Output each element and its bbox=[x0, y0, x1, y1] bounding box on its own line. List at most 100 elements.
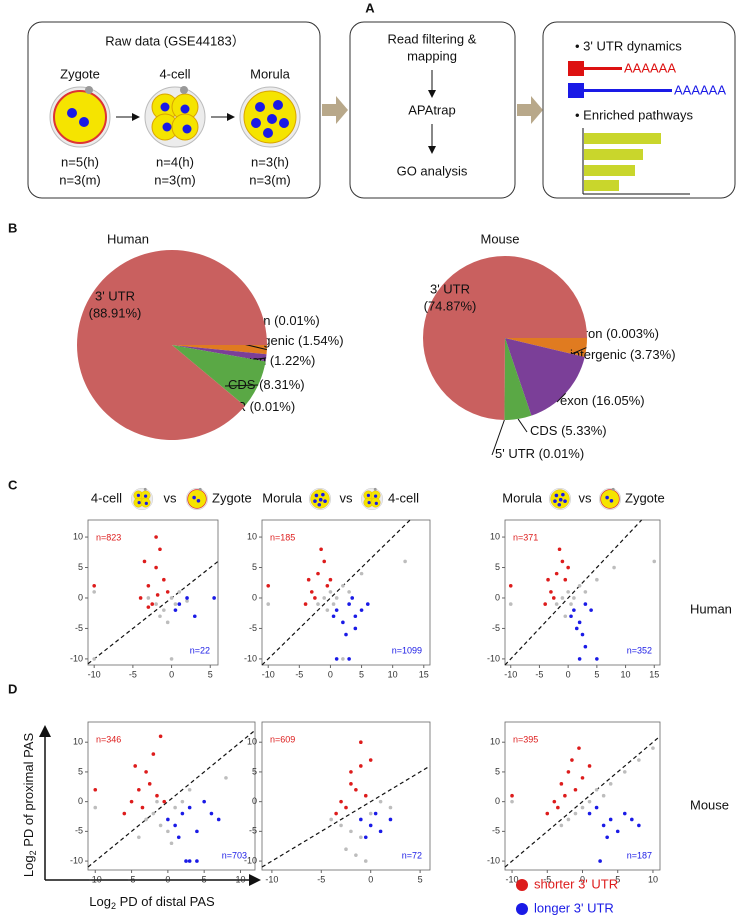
label: Raw data (GSE44183） bbox=[105, 33, 244, 48]
pie-slice bbox=[504, 338, 532, 420]
x-tick-label: -5 bbox=[317, 874, 325, 884]
point bbox=[363, 835, 368, 840]
point bbox=[359, 835, 363, 840]
label: D bbox=[8, 681, 17, 696]
point bbox=[608, 817, 613, 822]
slice-value-label: (0.01%) bbox=[250, 399, 296, 414]
leader-line bbox=[224, 384, 259, 387]
point bbox=[347, 602, 351, 606]
x-tick-label: 0 bbox=[368, 874, 373, 884]
point bbox=[630, 817, 634, 822]
point bbox=[162, 608, 166, 612]
point bbox=[309, 590, 314, 594]
point bbox=[155, 593, 160, 597]
x-tick-label: -5 bbox=[543, 874, 551, 884]
label: n=3(h) bbox=[251, 154, 289, 169]
point bbox=[595, 577, 599, 582]
label: 4-cell bbox=[159, 66, 190, 81]
label: n=4(h) bbox=[156, 154, 194, 169]
legend-label: longer 3' UTR bbox=[534, 900, 614, 915]
point bbox=[147, 782, 152, 786]
pie-slice bbox=[172, 345, 266, 406]
point bbox=[173, 608, 178, 612]
y-tick-label: -5 bbox=[249, 826, 257, 836]
slice-label: exon (16.05%) bbox=[560, 393, 645, 408]
plot-title: vs bbox=[340, 490, 354, 505]
slice-name: exon bbox=[560, 393, 588, 408]
point bbox=[580, 776, 585, 780]
point bbox=[353, 614, 358, 619]
n-label: n=823 bbox=[96, 532, 121, 542]
point bbox=[162, 799, 167, 804]
y-tick-label: 10 bbox=[247, 737, 257, 747]
pie-title: Mouse bbox=[480, 231, 519, 246]
point bbox=[350, 596, 355, 600]
slice-label: 3' UTR bbox=[430, 281, 470, 296]
point bbox=[92, 657, 96, 661]
pathway-bar bbox=[584, 165, 635, 176]
n-label: n=609 bbox=[270, 734, 295, 744]
point bbox=[349, 782, 353, 786]
point bbox=[129, 799, 134, 804]
point bbox=[140, 805, 145, 810]
point bbox=[185, 596, 189, 600]
label: AAAAAA bbox=[674, 82, 726, 97]
slice-label: CDS (8.31%) bbox=[228, 377, 305, 392]
point bbox=[339, 799, 343, 804]
slice-value-label: (0.01%) bbox=[539, 446, 585, 461]
point bbox=[322, 559, 327, 564]
plot-frame bbox=[261, 519, 431, 666]
point bbox=[601, 793, 606, 798]
plot-title: vs bbox=[579, 490, 593, 505]
cell-icon bbox=[49, 85, 111, 148]
point bbox=[583, 644, 588, 649]
diagonal bbox=[261, 765, 431, 868]
x-axis-label: Log2 PD of distal PAS bbox=[89, 894, 215, 911]
point bbox=[598, 859, 602, 863]
x-tick-label: -10 bbox=[88, 669, 101, 679]
point bbox=[328, 577, 333, 582]
x-tick-label: -10 bbox=[89, 874, 102, 884]
point bbox=[560, 596, 565, 600]
point bbox=[266, 583, 271, 588]
x-tick-label: 5 bbox=[418, 874, 423, 884]
y-tick-label: 10 bbox=[490, 531, 500, 541]
point bbox=[162, 577, 166, 582]
cell-icon bbox=[131, 487, 153, 510]
plot-title: Zygote bbox=[625, 490, 665, 505]
slice-value-label: (1.22%) bbox=[270, 353, 316, 368]
point bbox=[169, 596, 174, 600]
point bbox=[637, 758, 641, 762]
cell-icon bbox=[309, 488, 331, 510]
point bbox=[566, 565, 570, 570]
point bbox=[354, 853, 358, 857]
point bbox=[344, 632, 348, 637]
point bbox=[388, 805, 393, 810]
point bbox=[566, 770, 571, 774]
x-tick-label: 10 bbox=[648, 874, 658, 884]
x-tick-label: 15 bbox=[649, 669, 659, 679]
slice-value-label: (3.73%) bbox=[630, 347, 676, 362]
point bbox=[151, 752, 156, 756]
x-tick-label: 5 bbox=[202, 874, 207, 884]
pie-slice bbox=[172, 345, 267, 355]
pie-slice bbox=[423, 256, 587, 420]
point bbox=[158, 823, 163, 828]
point bbox=[587, 811, 592, 816]
pathway-bar bbox=[584, 180, 619, 191]
point bbox=[347, 590, 351, 594]
point bbox=[313, 596, 317, 600]
point bbox=[622, 811, 627, 816]
n-label: n=1099 bbox=[392, 645, 422, 655]
point bbox=[551, 596, 556, 600]
point bbox=[563, 577, 568, 582]
point bbox=[545, 811, 550, 816]
x-tick-label: 5 bbox=[359, 669, 364, 679]
point bbox=[403, 559, 407, 564]
slice-value-label: (16.05%) bbox=[592, 393, 645, 408]
cell-icon bbox=[361, 487, 383, 510]
point bbox=[554, 602, 559, 606]
point bbox=[184, 859, 188, 863]
point bbox=[169, 841, 174, 846]
x-tick-label: -5 bbox=[295, 669, 303, 679]
